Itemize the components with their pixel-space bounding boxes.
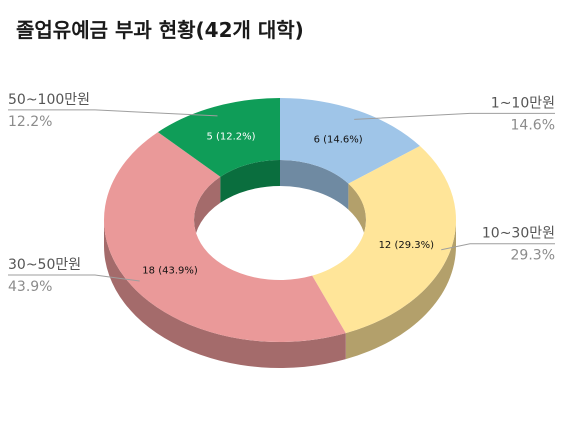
donut-sides (104, 220, 456, 368)
slice-1-10 (280, 98, 420, 184)
category-label-1-10: 1~10만원 (491, 95, 555, 111)
slice-inner-wall-10-30-1 (348, 183, 366, 246)
leader-lines (8, 109, 555, 282)
chart-title: 졸업유예금 부과 현황(42개 대학) (16, 18, 304, 42)
donut-slices (104, 98, 456, 342)
leader-line-50-100 (8, 109, 218, 117)
slice-30-50 (104, 132, 346, 342)
slice-side-10-30 (345, 220, 456, 360)
category-label-30-50: 30~50만원 (8, 257, 81, 273)
percent-label-10-30: 29.3% (511, 248, 555, 264)
percent-label-50-100: 12.2% (8, 114, 52, 130)
percent-label-30-50: 43.9% (8, 279, 52, 295)
slice-50-100 (157, 98, 280, 177)
data-label-30-50: 18 (43.9%) (142, 265, 198, 276)
leader-line-10-30 (441, 243, 555, 251)
slice-inner-wall-50-100-0 (220, 160, 280, 203)
slice-side-30-50 (104, 220, 346, 368)
category-label-10-30: 10~30만원 (482, 226, 555, 242)
category-label-50-100: 50~100만원 (8, 92, 90, 108)
slice-10-30 (312, 146, 456, 334)
data-label-1-10: 6 (14.6%) (314, 134, 363, 145)
slice-inner-wall-1-10-1 (280, 160, 349, 210)
data-label-10-30: 12 (29.3%) (379, 240, 435, 251)
leader-line-1-10 (354, 112, 555, 120)
percent-label-1-10: 14.6% (511, 117, 555, 133)
labels: 6 (14.6%) 12 (29.3%) 18 (43.9%) 5 (12.2%) 1~… (8, 92, 555, 295)
leader-line-30-50 (8, 274, 140, 282)
data-label-50-100: 5 (12.2%) (206, 132, 255, 143)
slice-inner-wall-30-50-0 (194, 176, 221, 246)
